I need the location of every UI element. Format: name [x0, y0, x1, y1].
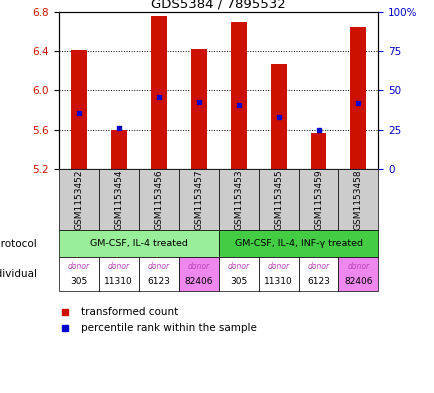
Text: GSM1153456: GSM1153456: [154, 169, 163, 230]
Text: GSM1153453: GSM1153453: [233, 169, 243, 230]
Text: donor: donor: [307, 262, 329, 271]
Bar: [218, 230, 378, 257]
Bar: [310, 133, 326, 169]
Bar: [150, 16, 166, 169]
Bar: [59, 257, 99, 291]
Bar: [298, 169, 338, 230]
Bar: [59, 169, 99, 230]
Text: 6123: 6123: [306, 277, 329, 286]
Bar: [71, 50, 86, 169]
Bar: [138, 257, 178, 291]
Bar: [99, 169, 138, 230]
Text: GM-CSF, IL-4 treated: GM-CSF, IL-4 treated: [89, 239, 187, 248]
Bar: [99, 257, 138, 291]
Bar: [338, 169, 378, 230]
Text: donor: donor: [147, 262, 169, 271]
Text: GSM1153452: GSM1153452: [74, 169, 83, 230]
Title: GDS5384 / 7895532: GDS5384 / 7895532: [151, 0, 285, 11]
Text: 82406: 82406: [343, 277, 372, 286]
Text: donor: donor: [187, 262, 209, 271]
Bar: [178, 257, 218, 291]
Bar: [178, 169, 218, 230]
Bar: [258, 257, 298, 291]
Bar: [218, 257, 258, 291]
Bar: [138, 169, 178, 230]
Text: 11310: 11310: [263, 277, 292, 286]
Bar: [270, 64, 286, 169]
Bar: [230, 22, 246, 169]
Text: donor: donor: [267, 262, 289, 271]
Bar: [218, 169, 258, 230]
Text: transformed count: transformed count: [81, 307, 178, 317]
Text: GSM1153454: GSM1153454: [114, 169, 123, 230]
Text: individual: individual: [0, 269, 36, 279]
Text: 6123: 6123: [147, 277, 170, 286]
Bar: [298, 257, 338, 291]
Bar: [59, 230, 218, 257]
Bar: [110, 130, 126, 169]
Text: donor: donor: [68, 262, 89, 271]
Bar: [338, 257, 378, 291]
Text: percentile rank within the sample: percentile rank within the sample: [81, 323, 256, 332]
Bar: [258, 169, 298, 230]
Text: GSM1153458: GSM1153458: [353, 169, 362, 230]
Text: donor: donor: [347, 262, 368, 271]
Text: protocol: protocol: [0, 239, 36, 249]
Bar: [350, 27, 365, 169]
Text: 11310: 11310: [104, 277, 133, 286]
Text: 82406: 82406: [184, 277, 212, 286]
Bar: [190, 49, 206, 169]
Text: 305: 305: [70, 277, 87, 286]
Text: 305: 305: [230, 277, 247, 286]
Text: donor: donor: [227, 262, 249, 271]
Text: donor: donor: [107, 262, 129, 271]
Text: GSM1153455: GSM1153455: [273, 169, 283, 230]
Text: GSM1153457: GSM1153457: [194, 169, 203, 230]
Text: GM-CSF, IL-4, INF-γ treated: GM-CSF, IL-4, INF-γ treated: [234, 239, 362, 248]
Text: GSM1153459: GSM1153459: [313, 169, 322, 230]
